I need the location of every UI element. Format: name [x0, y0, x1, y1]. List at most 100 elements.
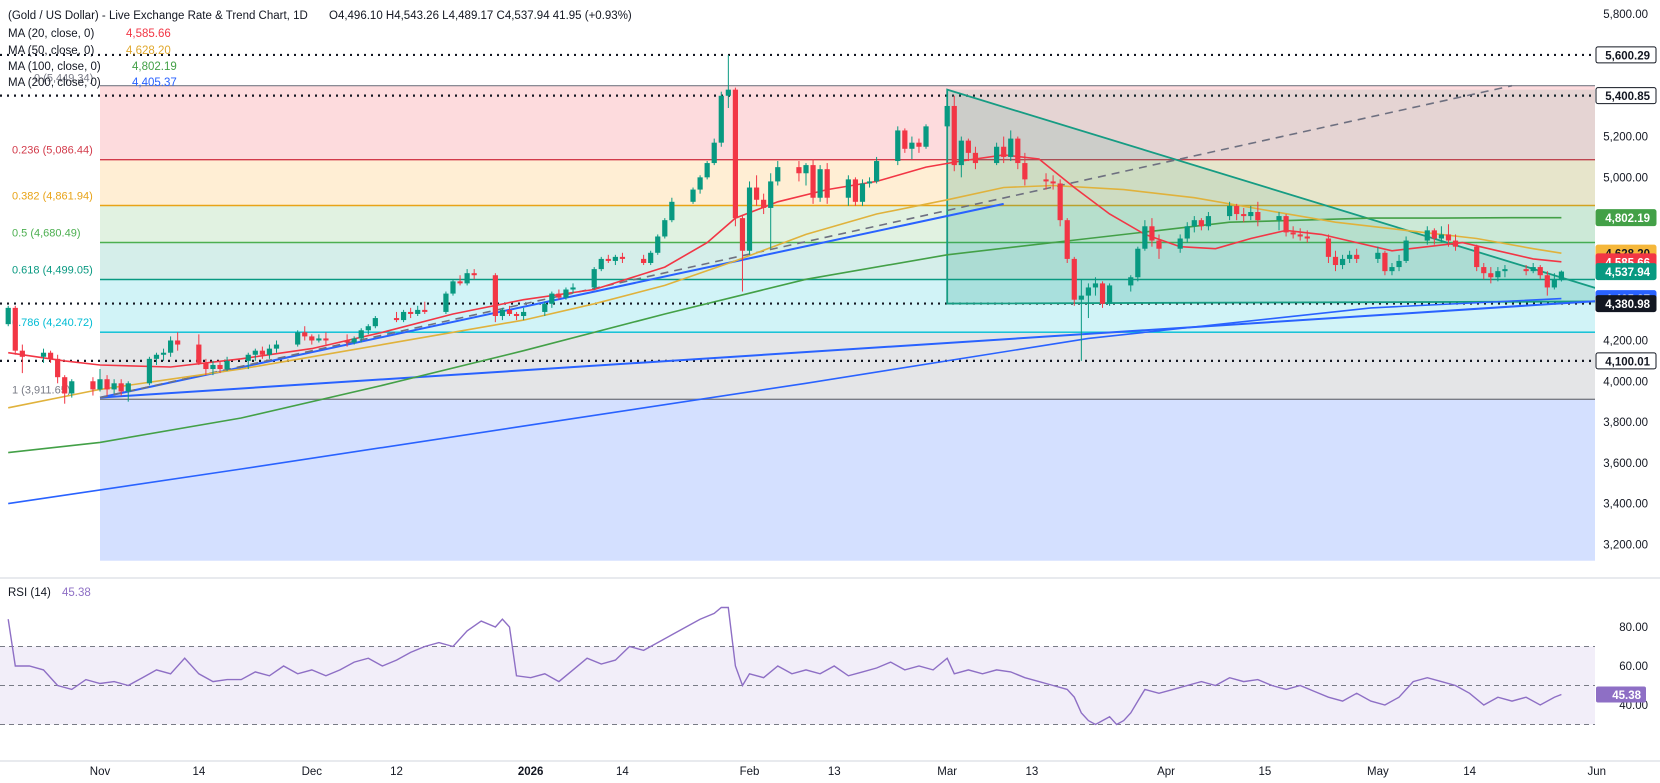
- candle[interactable]: [415, 305, 421, 317]
- candle[interactable]: [1502, 265, 1508, 278]
- candle[interactable]: [1558, 270, 1565, 282]
- candle[interactable]: [1474, 244, 1480, 272]
- candle[interactable]: [761, 193, 767, 215]
- candle[interactable]: [1375, 246, 1381, 263]
- candle[interactable]: [273, 340, 280, 353]
- candle[interactable]: [1325, 234, 1332, 263]
- candle[interactable]: [1227, 201, 1233, 221]
- candle[interactable]: [295, 330, 301, 347]
- candle[interactable]: [203, 358, 209, 376]
- candle[interactable]: [845, 175, 851, 206]
- candle[interactable]: [1354, 248, 1360, 263]
- candle[interactable]: [958, 136, 964, 178]
- candle[interactable]: [775, 161, 781, 186]
- candle[interactable]: [1043, 173, 1049, 190]
- candle[interactable]: [1191, 216, 1197, 233]
- candle[interactable]: [302, 326, 308, 341]
- candle[interactable]: [224, 356, 230, 372]
- candle[interactable]: [542, 301, 548, 317]
- candle[interactable]: [1234, 203, 1240, 221]
- candle[interactable]: [859, 179, 866, 206]
- candle[interactable]: [1248, 205, 1254, 221]
- candle[interactable]: [669, 197, 675, 223]
- candle[interactable]: [641, 254, 647, 266]
- candle[interactable]: [111, 379, 117, 394]
- candle[interactable]: [40, 348, 47, 363]
- candle[interactable]: [1445, 224, 1452, 247]
- candle[interactable]: [1389, 262, 1395, 276]
- candle[interactable]: [1276, 212, 1282, 231]
- candle[interactable]: [711, 138, 717, 166]
- candle[interactable]: [450, 279, 456, 296]
- candle[interactable]: [471, 269, 477, 280]
- candle[interactable]: [252, 348, 258, 361]
- candle[interactable]: [492, 273, 498, 323]
- candle[interactable]: [1488, 267, 1494, 284]
- candle[interactable]: [1078, 279, 1084, 361]
- candle[interactable]: [612, 254, 618, 266]
- candle[interactable]: [1008, 130, 1014, 162]
- candle[interactable]: [1015, 136, 1021, 170]
- candle[interactable]: [365, 324, 371, 335]
- candle[interactable]: [1106, 283, 1113, 306]
- candle[interactable]: [259, 346, 265, 359]
- candle[interactable]: [168, 336, 174, 357]
- candle[interactable]: [965, 138, 971, 162]
- candle[interactable]: [648, 250, 654, 266]
- candle[interactable]: [90, 377, 96, 396]
- candle[interactable]: [1241, 207, 1247, 223]
- candle[interactable]: [1064, 218, 1070, 263]
- candle[interactable]: [1071, 256, 1077, 306]
- candle[interactable]: [1431, 228, 1437, 245]
- candle[interactable]: [803, 163, 809, 186]
- candle[interactable]: [697, 175, 703, 194]
- candle[interactable]: [62, 375, 68, 404]
- candle[interactable]: [196, 334, 202, 365]
- candle[interactable]: [1156, 234, 1162, 259]
- candle[interactable]: [358, 328, 364, 343]
- candle[interactable]: [598, 256, 604, 272]
- candle[interactable]: [245, 352, 251, 370]
- candle[interactable]: [690, 187, 696, 204]
- candle[interactable]: [1085, 283, 1091, 319]
- candle[interactable]: [217, 360, 223, 374]
- candle[interactable]: [916, 138, 922, 153]
- candle[interactable]: [97, 369, 103, 392]
- candle[interactable]: [1347, 250, 1353, 263]
- candle[interactable]: [316, 334, 322, 343]
- candle[interactable]: [443, 291, 449, 314]
- candle[interactable]: [923, 124, 929, 149]
- candle[interactable]: [323, 332, 329, 345]
- candle[interactable]: [1403, 236, 1409, 263]
- candle[interactable]: [824, 163, 830, 204]
- candle[interactable]: [146, 356, 153, 386]
- candle[interactable]: [1297, 228, 1303, 241]
- candle[interactable]: [1149, 218, 1155, 247]
- candle[interactable]: [563, 287, 569, 300]
- candle[interactable]: [464, 269, 470, 286]
- candle[interactable]: [753, 175, 760, 206]
- candle[interactable]: [1452, 234, 1459, 251]
- candle[interactable]: [1205, 212, 1212, 231]
- candle[interactable]: [457, 275, 463, 286]
- candle[interactable]: [1339, 254, 1346, 270]
- descending-triangle[interactable]: [946, 88, 1640, 305]
- candle[interactable]: [1551, 273, 1557, 290]
- candlestick-series[interactable]: [5, 54, 1565, 404]
- dashed-trendline[interactable]: [99, 84, 1513, 399]
- candle[interactable]: [393, 311, 400, 323]
- candle[interactable]: [1537, 265, 1543, 280]
- candle[interactable]: [499, 307, 506, 321]
- price-axis[interactable]: 5,800.005,600.005,400.005,200.005,000.00…: [1595, 0, 1660, 783]
- candle[interactable]: [704, 161, 710, 180]
- candle[interactable]: [1099, 281, 1106, 308]
- candle[interactable]: [1184, 222, 1190, 243]
- candle[interactable]: [810, 158, 816, 204]
- candle[interactable]: [12, 305, 18, 355]
- candle[interactable]: [1283, 214, 1289, 237]
- candle[interactable]: [47, 350, 54, 363]
- candle[interactable]: [1255, 201, 1261, 227]
- candle[interactable]: [521, 307, 527, 321]
- candle[interactable]: [1001, 136, 1007, 164]
